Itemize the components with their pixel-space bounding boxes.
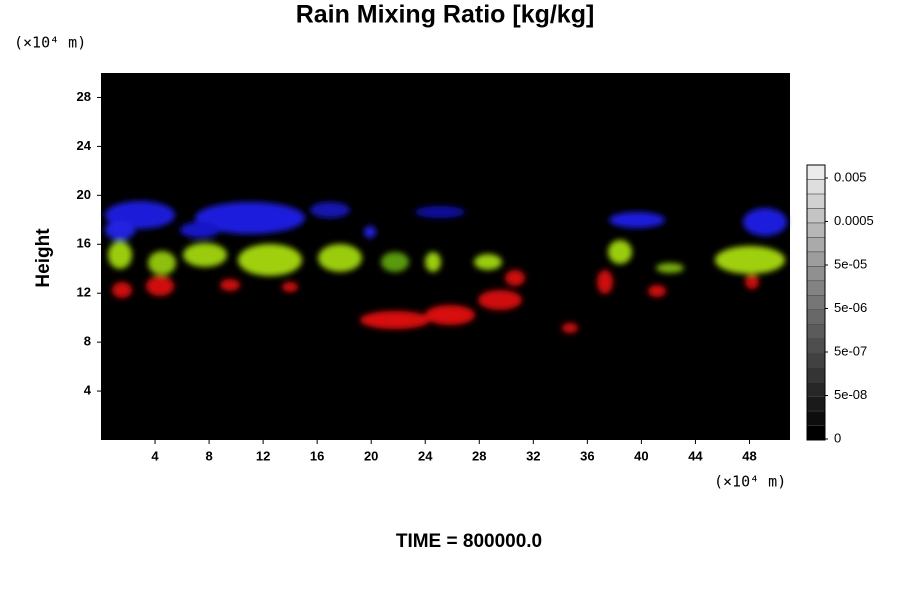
cloud (608, 240, 632, 264)
x-tick-label: 28 (472, 448, 486, 463)
cloud (180, 222, 220, 238)
x-tick-label: 40 (634, 448, 648, 463)
x-tick-label: 44 (688, 448, 703, 463)
y-tick-label: 12 (77, 285, 91, 300)
colorbar-band (806, 425, 826, 441)
cloud (146, 276, 174, 296)
cloud (112, 282, 132, 298)
cloud (648, 285, 666, 297)
cloud (183, 243, 227, 267)
x-tick-label: 20 (364, 448, 378, 463)
x-tick-label: 12 (256, 448, 270, 463)
footer: TIME = 800000.0 (396, 531, 542, 552)
cloud (656, 263, 684, 273)
y-tick-label: 8 (84, 334, 91, 349)
colorbar-band (806, 208, 826, 224)
colorbar-band (806, 237, 826, 253)
cloud (282, 282, 298, 292)
cloud (318, 244, 362, 272)
cloud (609, 212, 665, 228)
cloud (148, 251, 176, 275)
cloud (715, 246, 785, 274)
cloud (425, 305, 475, 325)
cloud (474, 254, 502, 270)
y-tick-label: 16 (77, 236, 91, 251)
cloud (108, 241, 132, 269)
colorbar-band (806, 193, 826, 209)
colorbar-tick-label: 5e-05 (834, 256, 867, 271)
colorbar-tick-label: 0.005 (834, 169, 867, 184)
y-tick-label: 28 (77, 89, 91, 104)
colorbar-band (806, 381, 826, 397)
x-tick-label: 4 (151, 448, 159, 463)
chart-title: Rain Mixing Ratio [kg/kg] (296, 1, 595, 29)
colorbar-tick-label: 0 (834, 430, 841, 445)
cloud (597, 270, 613, 294)
colorbar-band (806, 352, 826, 368)
colorbar-band (806, 367, 826, 383)
colorbar-tick-label: 5e-07 (834, 343, 867, 358)
y-tick-label: 4 (84, 383, 92, 398)
colorbar-band (806, 179, 826, 195)
colorbar-tick-label: 5e-06 (834, 300, 867, 315)
x-tick-label: 24 (418, 448, 433, 463)
cloud (425, 252, 441, 272)
x-tick-label: 32 (526, 448, 540, 463)
cloud (415, 206, 465, 218)
colorbar-band (806, 266, 826, 282)
cloud (364, 226, 376, 238)
cloud (105, 220, 135, 240)
cloud (743, 208, 787, 236)
colorbar-band (806, 309, 826, 325)
cloud (381, 252, 409, 272)
field-image (105, 201, 787, 333)
colorbar-band (806, 280, 826, 296)
colorbar-band (806, 396, 826, 412)
colorbar-frame (806, 164, 826, 441)
colorbar-band (806, 323, 826, 339)
x-tick-label: 36 (580, 448, 594, 463)
colorbar-tick-label: 0.0005 (834, 213, 874, 228)
x-unit: (×10⁴ m) (714, 473, 786, 491)
cloud (562, 323, 578, 333)
colorbar-band (806, 164, 826, 180)
y-axis-label: Height (33, 228, 54, 288)
colorbar-band (806, 338, 826, 354)
cloud (505, 270, 525, 286)
colorbar-band (806, 295, 826, 310)
x-tick-label: 16 (310, 448, 324, 463)
x-tick-label: 48 (742, 448, 756, 463)
cloud (478, 290, 522, 310)
y-tick-label: 24 (77, 138, 92, 153)
cloud (360, 311, 430, 329)
cloud (238, 244, 302, 276)
x-tick-label: 8 (205, 448, 212, 463)
colorbar-band (806, 222, 826, 238)
cloud (745, 275, 759, 289)
colorbar-tick-label: 5e-08 (834, 387, 867, 402)
colorbar-band (806, 251, 826, 267)
y-tick-label: 20 (77, 187, 91, 202)
cloud (220, 279, 240, 291)
cloud (195, 202, 305, 234)
cloud (310, 202, 350, 218)
y-unit: (×10⁴ m) (14, 34, 86, 52)
colorbar-band (806, 410, 826, 426)
